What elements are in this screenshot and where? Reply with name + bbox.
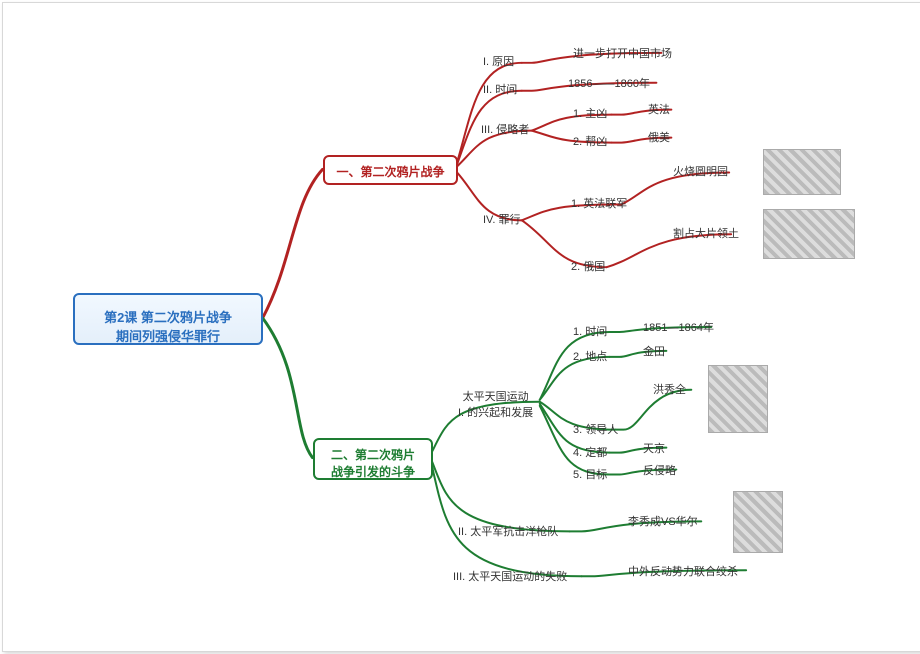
b1-enfr-val: 火烧圆明园 <box>673 163 728 179</box>
b2-leader-val: 洪秀全 <box>653 381 686 397</box>
b2-cap-lbl: 4. 定都 <box>573 444 607 460</box>
mindmap-canvas: 第2课 第二次鸦片战争 期间列强侵华罪行 一、第二次鸦片战争 二、第二次鸦片 战… <box>2 2 920 652</box>
image-hongxiuquan <box>708 365 768 433</box>
b2-fight-lbl: II. 太平军抗击洋枪队 <box>458 523 558 539</box>
b1-time-val: 1856——1860年 <box>568 75 650 91</box>
b1-ru-val: 割占大片领土 <box>673 225 739 241</box>
b1-crime-lbl: IV. 罪行 <box>483 211 521 227</box>
b2-time-lbl: 1. 时间 <box>573 323 607 339</box>
b2-time-val: 1851—1864年 <box>643 319 714 335</box>
branch-1-label: 一、第二次鸦片战争 <box>336 165 444 179</box>
b2-rise-l1: 太平天国运动 <box>458 388 533 404</box>
branch-2-line1: 二、第二次鸦片 <box>325 446 421 463</box>
image-territory-map <box>763 209 855 259</box>
b2-fight-val: 李秀成VS华尔 <box>628 513 698 529</box>
b1-ru-lbl: 2. 俄国 <box>571 258 605 274</box>
image-lixiucheng <box>733 491 783 553</box>
b2-cap-val: 天京 <box>643 440 665 456</box>
b2-goal-val: 反侵略 <box>643 462 676 478</box>
image-yuanmingyuan <box>763 149 841 195</box>
b1-reason-lbl: I. 原因 <box>483 53 514 69</box>
root-line2: 期间列强侵华罪行 <box>89 326 247 345</box>
b2-goal-lbl: 5. 目标 <box>573 466 607 482</box>
b2-fail-lbl: III. 太平天国运动的失败 <box>453 568 567 584</box>
b2-place-val: 金田 <box>643 343 665 359</box>
b1-time-lbl: II. 时间 <box>483 81 517 97</box>
b2-leader-lbl: 3. 领导人 <box>573 421 618 437</box>
branch-1: 一、第二次鸦片战争 <box>323 155 458 185</box>
b1-reason-val: 进一步打开中国市场 <box>573 45 672 61</box>
b2-fail-val: 中外反动势力联合绞杀 <box>628 563 738 579</box>
b1-invader-lbl: III. 侵略者 <box>481 121 529 137</box>
b2-rise-l2: I. 的兴起和发展 <box>458 404 533 420</box>
root-line1: 第2课 第二次鸦片战争 <box>89 307 247 326</box>
b2-rise-lbl: 太平天国运动 I. 的兴起和发展 <box>458 388 533 420</box>
b1-main-val: 英法 <box>648 101 670 117</box>
b1-enfr-lbl: 1. 英法联军 <box>571 195 627 211</box>
branch-2: 二、第二次鸦片 战争引发的斗争 <box>313 438 433 480</box>
root-node: 第2课 第二次鸦片战争 期间列强侵华罪行 <box>73 293 263 345</box>
b1-help-val: 俄美 <box>648 129 670 145</box>
b1-help-lbl: 2. 帮凶 <box>573 133 607 149</box>
branch-2-line2: 战争引发的斗争 <box>325 463 421 480</box>
b2-place-lbl: 2. 地点 <box>573 348 607 364</box>
b1-main-lbl: 1. 主凶 <box>573 105 607 121</box>
